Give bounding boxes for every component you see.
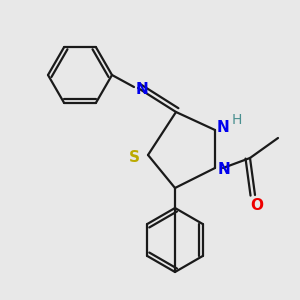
Text: N: N — [136, 82, 148, 98]
Text: S: S — [128, 149, 140, 164]
Text: N: N — [218, 163, 230, 178]
Text: N: N — [217, 121, 230, 136]
Text: O: O — [250, 197, 263, 212]
Text: H: H — [232, 113, 242, 127]
